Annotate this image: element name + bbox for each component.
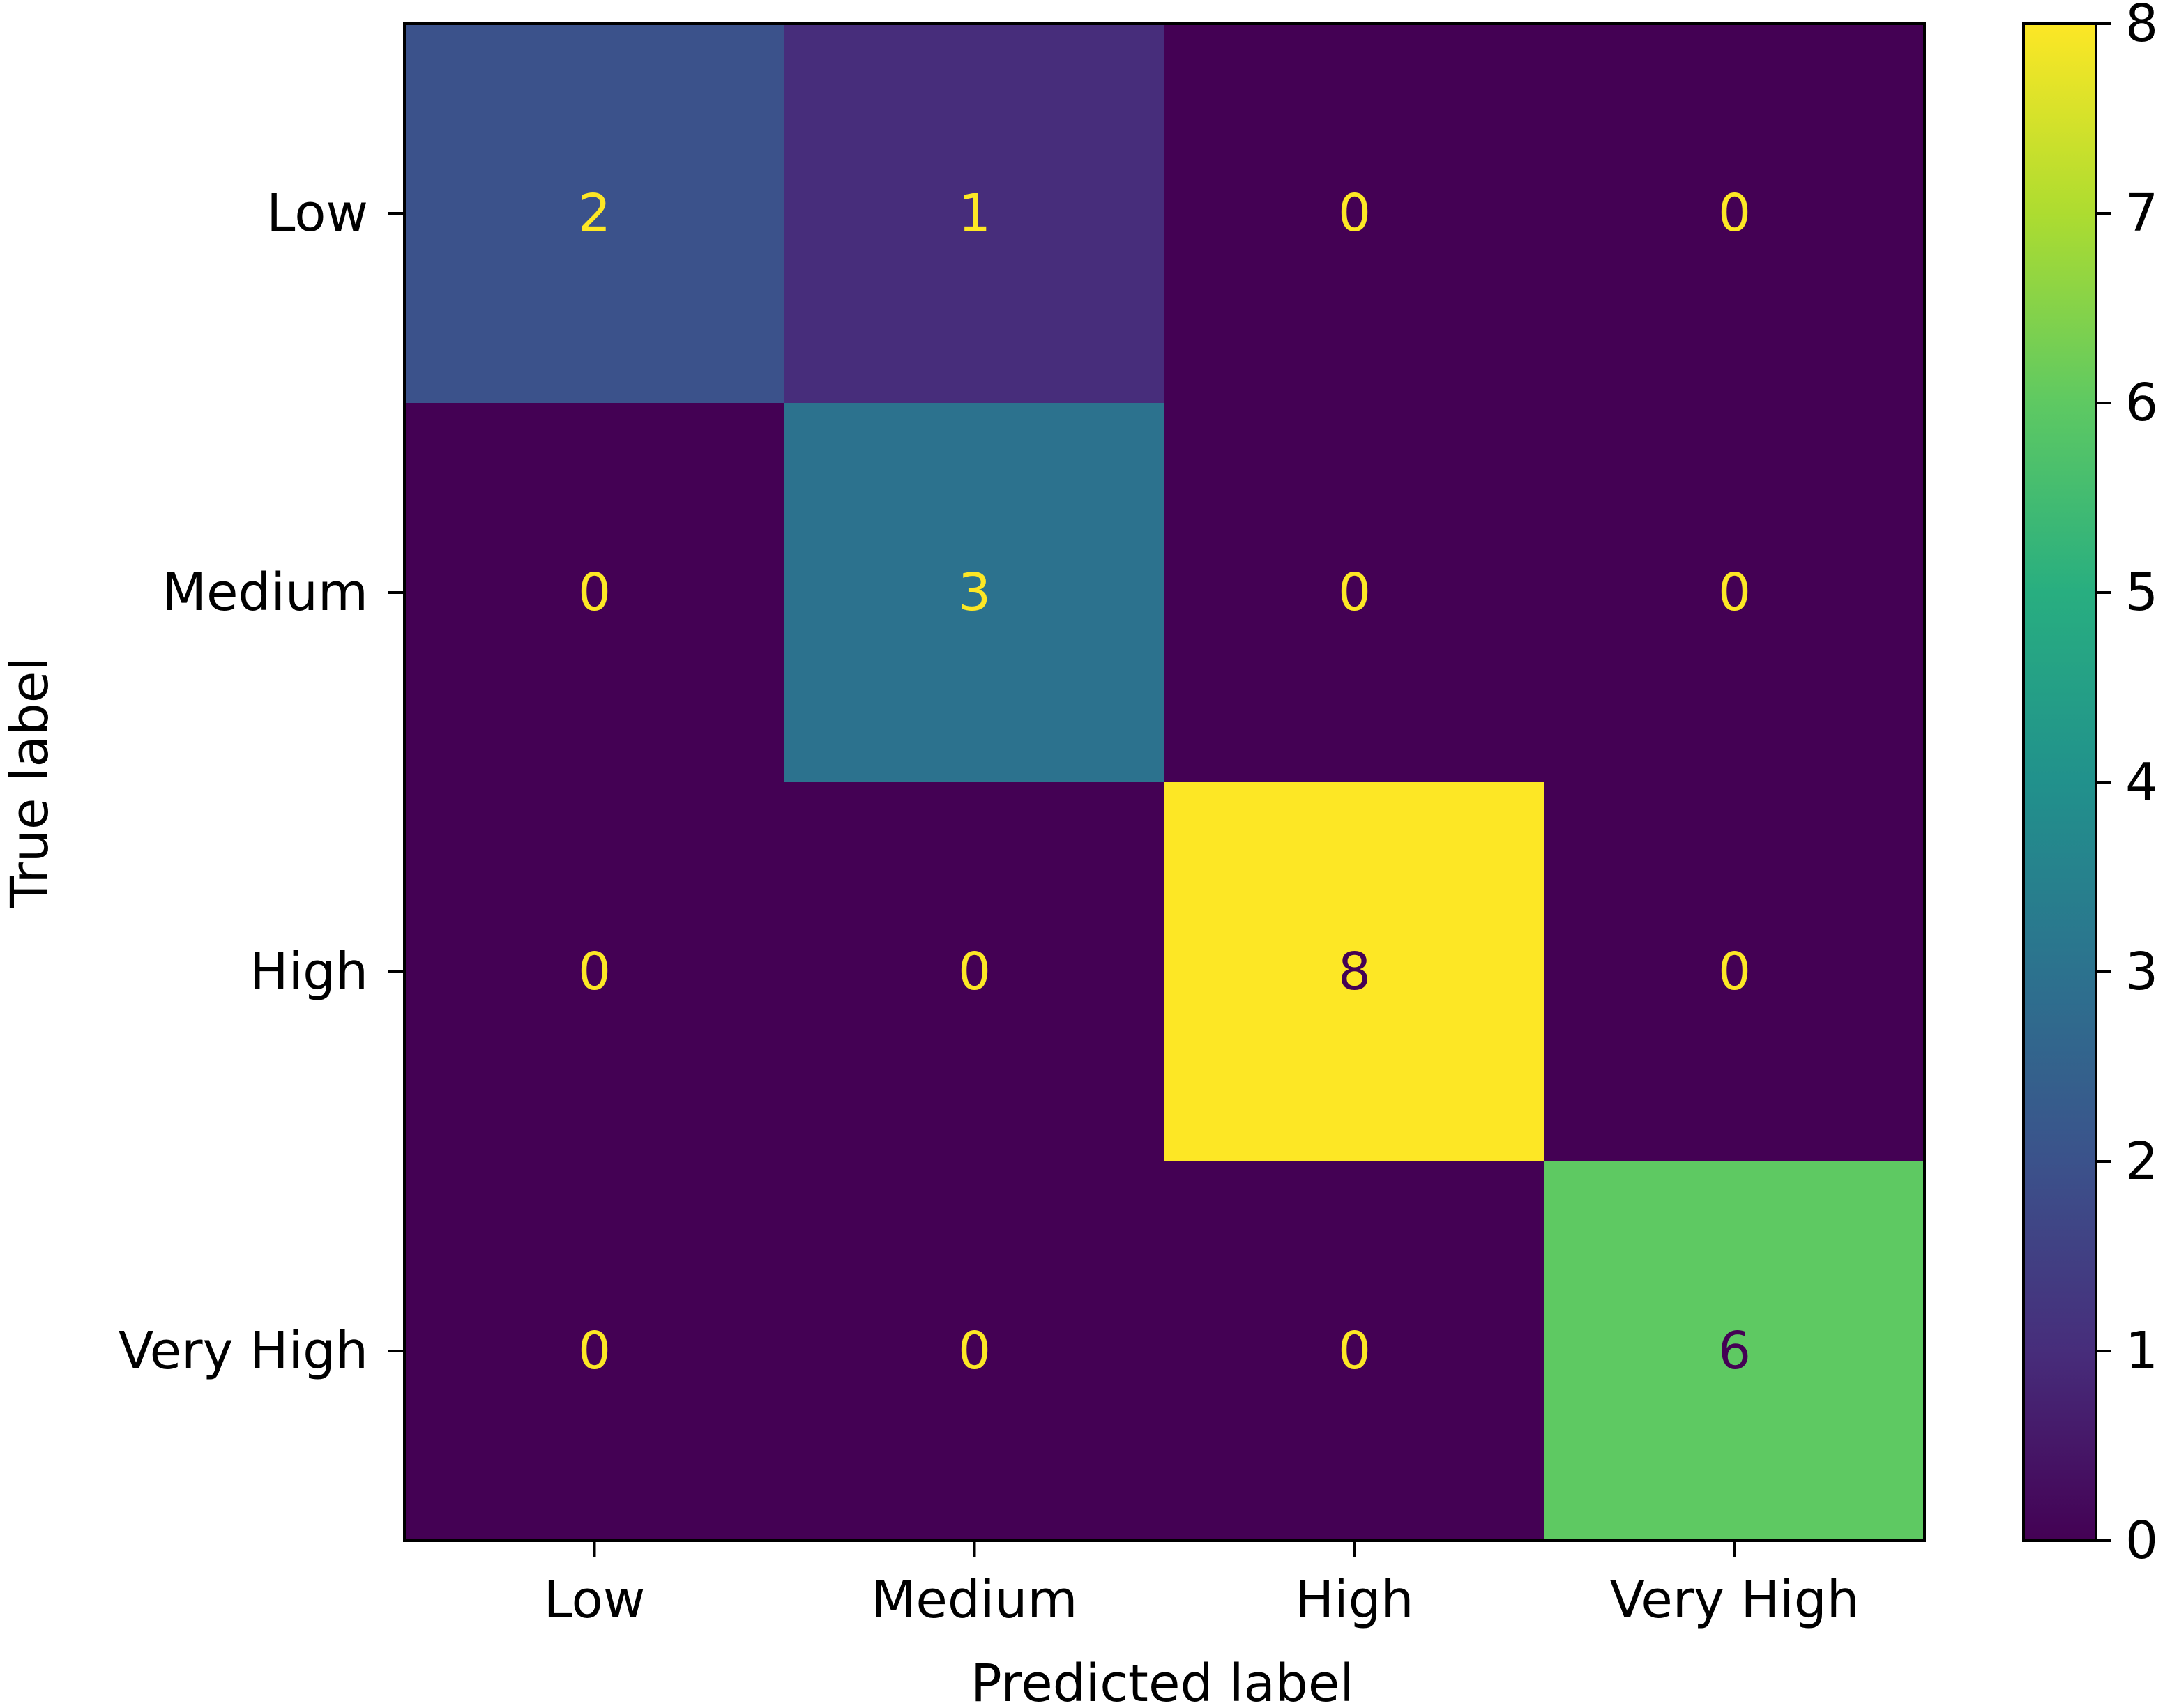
heatmap-cell xyxy=(1164,403,1545,783)
heatmap-cell xyxy=(1544,782,1925,1162)
colorbar-tick-label: 1 xyxy=(2125,1321,2158,1381)
cell-value-label: 0 xyxy=(958,1321,991,1381)
heatmap-cell xyxy=(404,24,785,404)
colorbar-tick-label: 2 xyxy=(2125,1131,2158,1191)
cell-value-label: 6 xyxy=(1718,1321,1751,1381)
cell-value-label: 3 xyxy=(958,563,991,623)
x-tick-label: High xyxy=(1295,1570,1413,1630)
x-tick-label: Medium xyxy=(872,1570,1078,1630)
x-tick-label: Very High xyxy=(1609,1570,1859,1630)
cell-value-label: 0 xyxy=(1718,563,1751,623)
plot-area-frame xyxy=(403,22,1926,1542)
colorbar-tick-label: 8 xyxy=(2125,0,2158,54)
heatmap-cell xyxy=(1164,1161,1545,1541)
colorbar-tick-label: 3 xyxy=(2125,942,2158,1002)
cell-value-label: 0 xyxy=(958,942,991,1002)
cell-value-label: 1 xyxy=(958,183,991,243)
heatmap-cells xyxy=(404,24,1925,1541)
x-tick-label: Low xyxy=(544,1570,646,1630)
colorbar xyxy=(2022,22,2097,1542)
heatmap-cell xyxy=(784,1161,1165,1541)
y-tick-label: Very High xyxy=(119,1321,368,1381)
cell-value-label: 0 xyxy=(578,1321,611,1381)
heatmap-cell xyxy=(784,24,1165,404)
heatmap-cell xyxy=(1544,24,1925,404)
cell-value-label: 0 xyxy=(1718,183,1751,243)
y-tick-label: High xyxy=(250,942,368,1002)
cell-value-label: 0 xyxy=(1338,183,1371,243)
cell-value-label: 0 xyxy=(1338,1321,1371,1381)
colorbar-tick-label: 0 xyxy=(2125,1511,2158,1571)
heatmap-cell xyxy=(1544,1161,1925,1541)
colorbar-tick-label: 7 xyxy=(2125,183,2158,243)
colorbar-tick-label: 5 xyxy=(2125,563,2158,623)
y-axis-title: True label xyxy=(0,657,60,908)
cell-value-label: 0 xyxy=(1338,563,1371,623)
colorbar-tick-label: 6 xyxy=(2125,373,2158,433)
colorbar-ticks: 0 1 2 3 4 5 6 7 8 xyxy=(2096,0,2158,1571)
cell-value-labels: 2 1 0 0 0 3 0 0 0 0 8 0 0 0 0 6 xyxy=(578,183,1751,1381)
x-axis-ticks: Low Medium High Very High xyxy=(544,1541,1860,1630)
y-tick-label: Low xyxy=(266,183,368,243)
heatmap-cell xyxy=(1164,782,1545,1162)
heatmap-cell xyxy=(784,782,1165,1162)
cell-value-label: 0 xyxy=(578,942,611,1002)
heatmap-cell xyxy=(404,1161,785,1541)
heatmap-cell xyxy=(784,403,1165,783)
heatmap-cell xyxy=(1164,24,1545,404)
colorbar-tick-label: 4 xyxy=(2125,752,2158,812)
cell-value-label: 2 xyxy=(578,183,611,243)
cell-value-label: 0 xyxy=(578,563,611,623)
cell-value-label: 8 xyxy=(1338,942,1371,1002)
cell-value-label: 0 xyxy=(1718,942,1751,1002)
heatmap-cell xyxy=(404,782,785,1162)
heatmap-cell xyxy=(1544,403,1925,783)
y-axis-ticks: Low Medium High Very High xyxy=(119,183,404,1381)
y-tick-label: Medium xyxy=(162,563,368,623)
heatmap-cell xyxy=(404,403,785,783)
x-axis-title: Predicted label xyxy=(971,1654,1354,1708)
